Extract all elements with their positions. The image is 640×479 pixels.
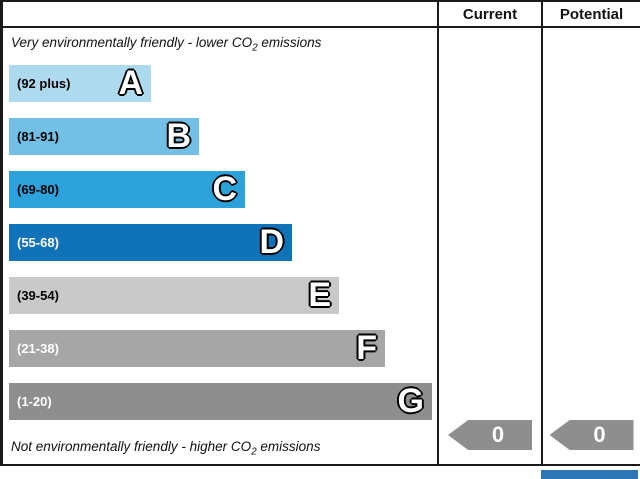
band-c-range: (69-80) bbox=[17, 181, 59, 197]
current-column-header: Current bbox=[437, 0, 541, 28]
band-e-letter: E bbox=[308, 276, 331, 315]
top-note: Very environmentally friendly - lower CO… bbox=[11, 35, 437, 54]
rating-scale-area: Very environmentally friendly - lower CO… bbox=[0, 28, 437, 466]
top-note-suffix: emissions bbox=[257, 35, 322, 50]
bottom-note: Not environmentally friendly - higher CO… bbox=[11, 439, 437, 458]
band-c-letter: C bbox=[212, 170, 237, 209]
current-rating-arrow: 0 bbox=[448, 420, 532, 450]
top-note-text: Very environmentally friendly - lower CO bbox=[11, 35, 253, 50]
band-d-letter: D bbox=[259, 223, 284, 262]
co2-subscript: 2 bbox=[251, 447, 257, 458]
band-a-letter: A bbox=[118, 64, 143, 103]
potential-rating-cell: 0 bbox=[541, 28, 640, 466]
band-a: (92 plus) A bbox=[9, 64, 151, 103]
current-rating-cell: 0 bbox=[437, 28, 541, 466]
footer-spacer-mid bbox=[437, 466, 541, 479]
chart-header-spacer bbox=[0, 0, 437, 28]
band-g-letter: G bbox=[397, 382, 424, 421]
band-f-range: (21-38) bbox=[17, 340, 59, 356]
current-rating-value: 0 bbox=[491, 422, 505, 447]
band-d-range: (55-68) bbox=[17, 234, 59, 250]
co2-subscript: 2 bbox=[252, 42, 258, 54]
band-e: (39-54) E bbox=[9, 276, 339, 315]
potential-rating-arrow: 0 bbox=[549, 420, 634, 450]
band-b-letter: B bbox=[166, 117, 191, 156]
bottom-note-suffix: emissions bbox=[256, 439, 321, 455]
band-f: (21-38) F bbox=[9, 329, 385, 368]
band-a-range: (92 plus) bbox=[17, 75, 71, 91]
band-g-range: (1-20) bbox=[17, 393, 52, 409]
band-d: (55-68) D bbox=[9, 223, 292, 262]
bottom-note-text: Not environmentally friendly - higher CO bbox=[11, 439, 252, 455]
potential-column-header: Potential bbox=[541, 0, 640, 28]
band-c: (69-80) C bbox=[9, 170, 245, 209]
potential-rating-value: 0 bbox=[593, 422, 606, 447]
footer-spacer-left bbox=[0, 466, 437, 479]
footer-right bbox=[541, 466, 640, 479]
band-f-letter: F bbox=[356, 329, 377, 368]
band-g: (1-20) G bbox=[9, 382, 432, 421]
band-e-range: (39-54) bbox=[17, 287, 59, 303]
band-b-range: (81-91) bbox=[17, 128, 59, 144]
band-b: (81-91) B bbox=[9, 117, 199, 156]
blue-divider bbox=[541, 470, 638, 479]
